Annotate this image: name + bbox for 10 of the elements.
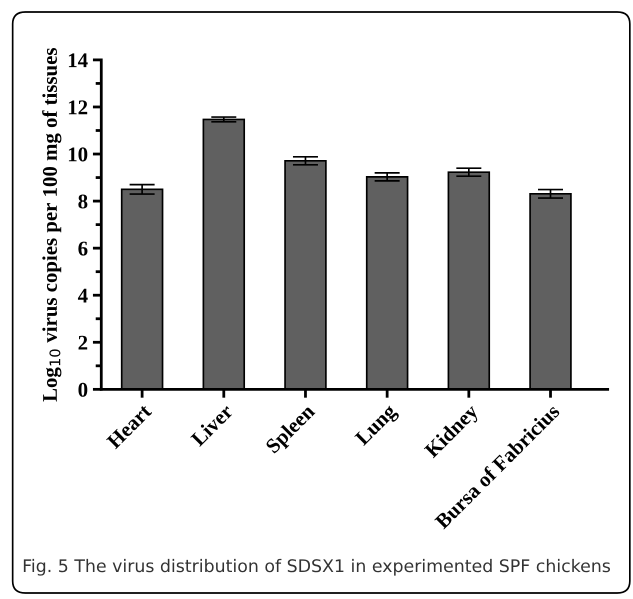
y-tick-label: 12	[68, 100, 88, 114]
y-axis-title: Log$_{10}$ virus copies per 100 mg of tissues	[42, 48, 62, 402]
y-tick-label: 4	[78, 288, 88, 302]
y-tick-label: 6	[78, 242, 88, 256]
y-tick-label: 10	[68, 147, 88, 162]
y-tick-label: 2	[78, 336, 88, 350]
y-tick-label: 8	[78, 194, 88, 209]
caption: Fig. 5 The virus distribution of SDSX1 in experimented SPF chickens	[24, 558, 610, 576]
y-tick-label: 0	[78, 382, 88, 397]
y-tick-label: 14	[68, 53, 88, 68]
